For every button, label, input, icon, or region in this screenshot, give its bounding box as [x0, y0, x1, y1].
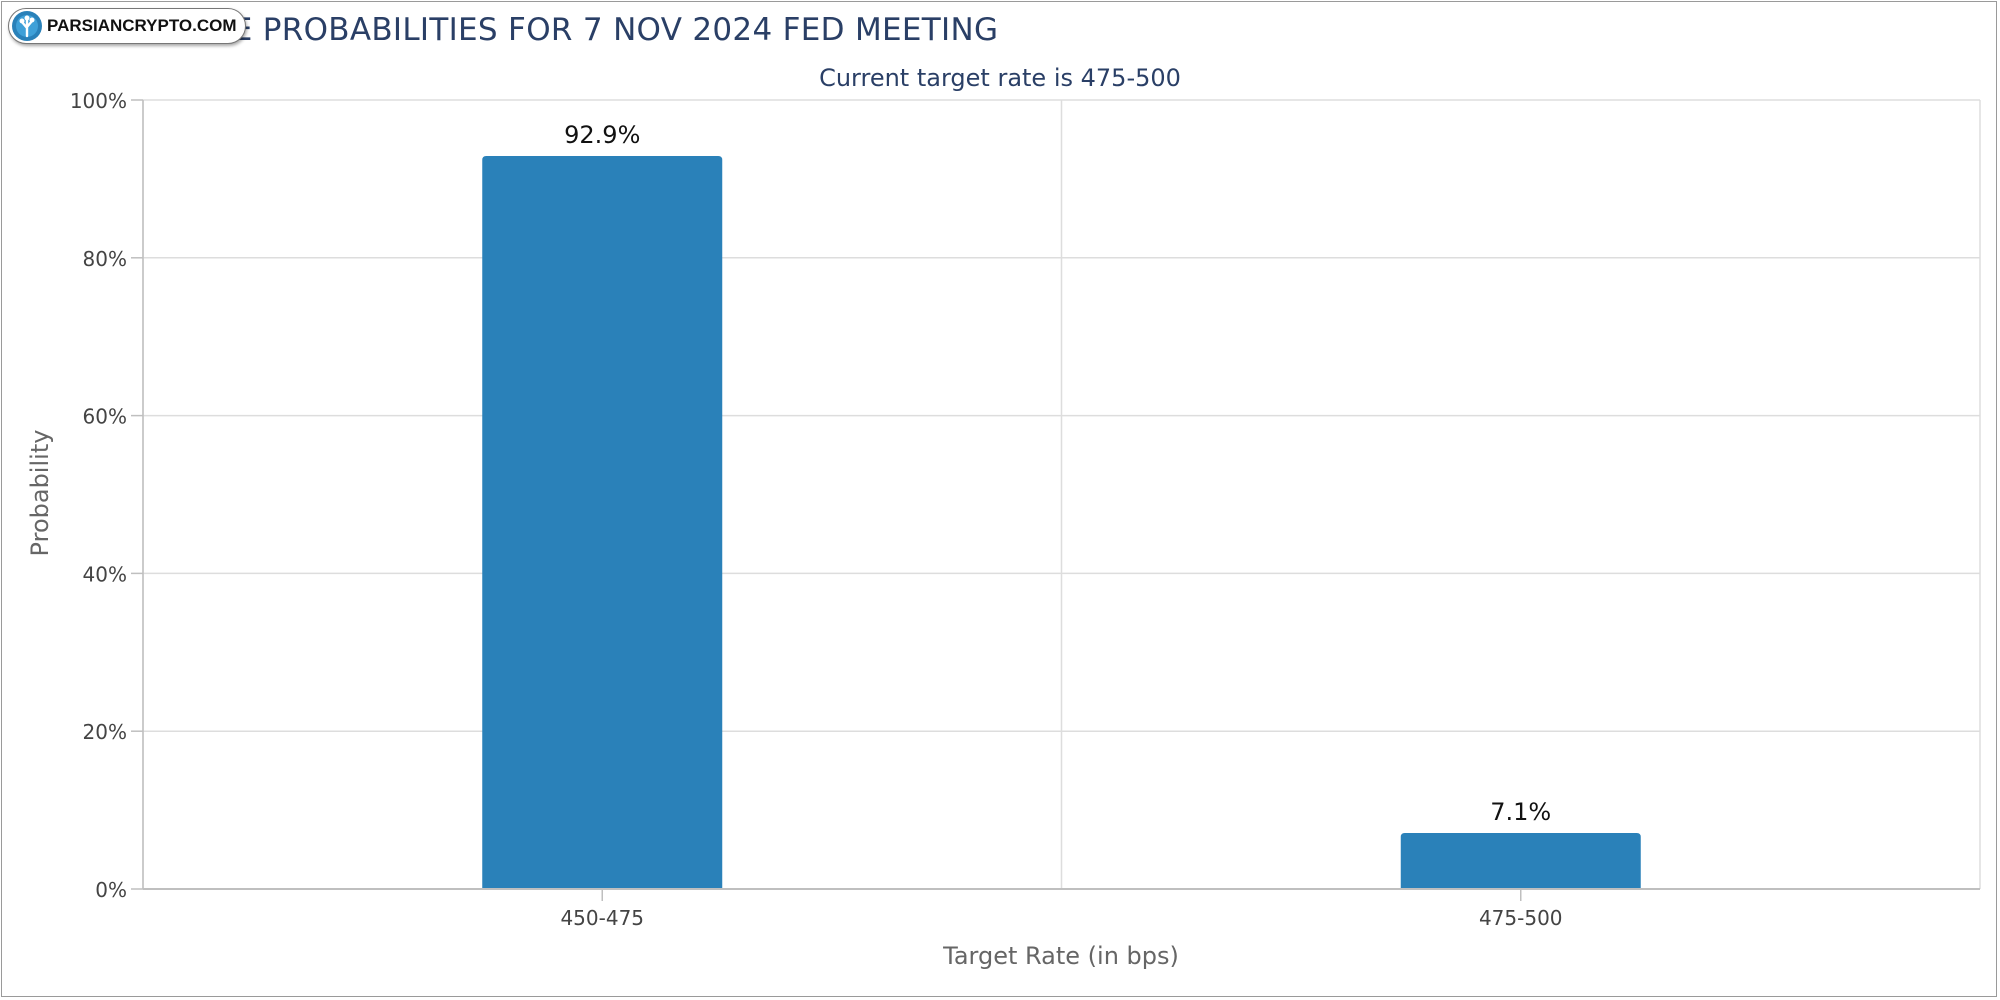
y-axis-label: Probability: [26, 430, 54, 557]
y-tick-label: 80%: [83, 247, 127, 271]
y-tick-label: 60%: [83, 405, 127, 429]
x-tick-label: 450-475: [560, 906, 644, 930]
y-tick-label: 20%: [83, 720, 127, 744]
bars: 92.9% 7.1%: [482, 121, 1641, 890]
x-axis-label: Target Rate (in bps): [942, 942, 1179, 970]
y-tick-label: 0%: [95, 878, 127, 902]
axes: 0% 20% 40% 60% 80% 100% 450-475 475-500: [70, 89, 1980, 930]
chart-subtitle: Current target rate is 475-500: [819, 64, 1181, 92]
watermark-text: PARSIANCRYPTO.COM: [47, 16, 237, 35]
tree-logo-icon: [12, 11, 42, 41]
data-label: 92.9%: [564, 121, 640, 149]
watermark-badge: PARSIANCRYPTO.COM: [8, 8, 246, 44]
bar: [1400, 832, 1641, 889]
y-tick-label: 40%: [83, 562, 127, 586]
bar: [482, 156, 723, 890]
data-label: 7.1%: [1490, 798, 1551, 826]
grid-lines: [142, 99, 1981, 890]
x-tick-label: 475-500: [1479, 906, 1563, 930]
y-tick-label: 100%: [70, 89, 127, 113]
